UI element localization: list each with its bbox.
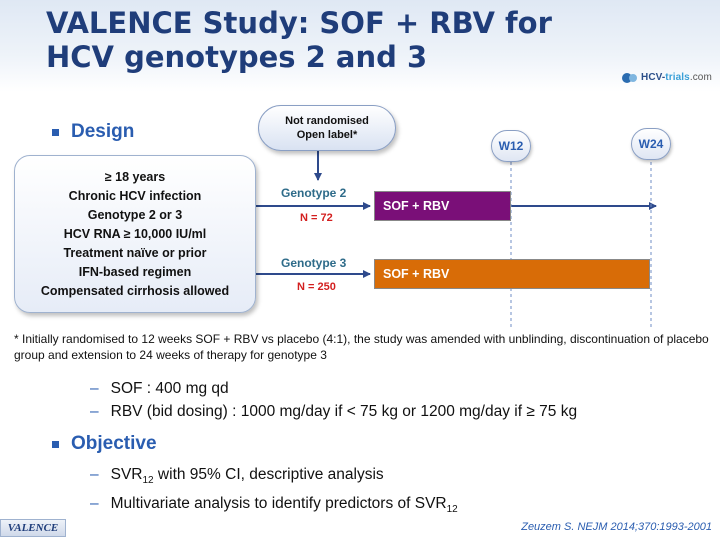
objective-heading-label: Objective <box>71 433 157 454</box>
list-item: – SVR12 with 95% CI, descriptive analysis <box>90 466 384 487</box>
genotype-2-treatment-bar: SOF + RBV <box>374 191 511 221</box>
design-heading: Design <box>52 121 134 143</box>
genotype-3-treatment-bar: SOF + RBV <box>374 259 650 289</box>
title-band <box>0 0 720 92</box>
bullet-square-icon <box>52 128 59 136</box>
slide-title: VALENCE Study: SOF + RBV for HCV genotyp… <box>46 6 552 74</box>
hcv-trials-logo: HCV-trials.com <box>622 69 712 85</box>
reference-citation: Zeuzem S. NEJM 2014;370:1993-2001 <box>521 521 712 533</box>
logo-text: HCV-trials.com <box>641 71 712 83</box>
design-footnote: * Initially randomised to 12 weeks SOF +… <box>14 332 709 362</box>
randomisation-box: Not randomised Open label* <box>258 105 396 151</box>
list-item: – SOF : 400 mg qd <box>90 380 229 397</box>
criteria-line: Chronic HCV infection <box>68 188 202 203</box>
objective-list: – SVR12 with 95% CI, descriptive analysis… <box>90 463 458 521</box>
randomisation-line-1: Not randomised <box>285 115 369 127</box>
week-12-marker: W12 <box>491 130 531 162</box>
criteria-line: Genotype 2 or 3 <box>87 207 183 222</box>
randomisation-line-2: Open label* <box>296 129 358 141</box>
criteria-line: ≥ 18 years <box>104 169 166 184</box>
genotype-3-label: Genotype 3 <box>281 256 347 270</box>
genotype-3-n: N = 250 <box>297 281 336 293</box>
list-item: – RBV (bid dosing) : 1000 mg/day if < 75 … <box>90 403 578 420</box>
study-tag: VALENCE <box>0 519 66 537</box>
objective-heading: Objective <box>52 433 157 455</box>
criteria-line: Compensated cirrhosis allowed <box>40 283 230 298</box>
genotype-2-label: Genotype 2 <box>281 186 347 200</box>
criteria-line: IFN-based regimen <box>78 264 192 279</box>
logo-icon <box>622 71 638 83</box>
genotype-2-n: N = 72 <box>300 212 333 224</box>
bullet-square-icon <box>52 440 59 448</box>
criteria-line: HCV RNA ≥ 10,000 IU/ml <box>63 226 207 241</box>
dosing-list: – SOF : 400 mg qd – RBV (bid dosing) : 100… <box>90 377 577 423</box>
criteria-line: Treatment naïve or prior <box>63 245 207 260</box>
week-24-marker: W24 <box>631 128 671 160</box>
design-heading-label: Design <box>71 121 135 142</box>
list-item: – Multivariate analysis to identify predi… <box>90 495 458 516</box>
inclusion-criteria-box: ≥ 18 years Chronic HCV infection Genotyp… <box>14 155 256 313</box>
